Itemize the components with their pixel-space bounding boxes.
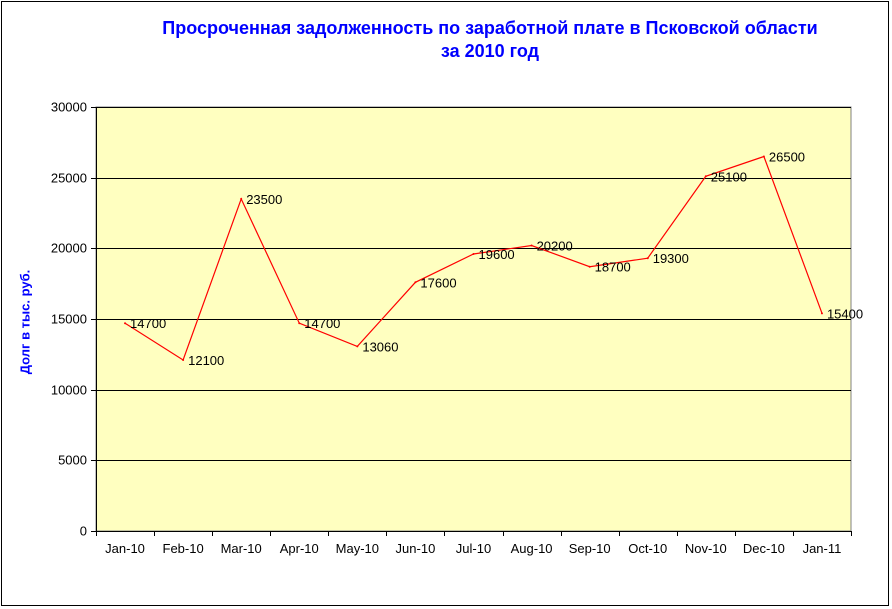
data-point xyxy=(530,244,533,247)
x-tick-label: Nov-10 xyxy=(685,541,727,556)
data-point xyxy=(762,155,765,158)
data-label: 17600 xyxy=(420,275,456,290)
data-point xyxy=(820,312,823,315)
data-point xyxy=(704,175,707,178)
data-point xyxy=(356,345,359,348)
data-label: 13060 xyxy=(362,339,398,354)
x-tick-label: Jun-10 xyxy=(396,541,436,556)
x-tick-label: May-10 xyxy=(336,541,379,556)
chart-title: Просроченная задолженность по заработной… xyxy=(80,17,892,63)
data-label: 19300 xyxy=(653,251,689,266)
x-tick-label: Jan-11 xyxy=(803,541,842,556)
data-point xyxy=(646,257,649,260)
data-label: 15400 xyxy=(827,306,863,321)
data-label: 20200 xyxy=(537,239,573,254)
x-tick-label: Dec-10 xyxy=(743,541,785,556)
x-tick-label: Jul-10 xyxy=(456,541,491,556)
x-tick-label: Mar-10 xyxy=(221,541,262,556)
x-tick-label: Aug-10 xyxy=(511,541,553,556)
data-label: 14700 xyxy=(304,316,340,331)
data-label: 23500 xyxy=(246,192,282,207)
y-tick-label: 25000 xyxy=(51,171,87,186)
x-tick-label: Feb-10 xyxy=(163,541,204,556)
x-tick-label: Sep-10 xyxy=(569,541,611,556)
chart-title-line-1: Просроченная задолженность по заработной… xyxy=(162,18,818,38)
data-label: 14700 xyxy=(130,316,166,331)
chart-title-line-2: за 2010 год xyxy=(440,41,540,61)
data-point xyxy=(124,322,127,325)
data-label: 18700 xyxy=(595,260,631,275)
x-tick-label: Apr-10 xyxy=(280,541,319,556)
y-tick-label: 15000 xyxy=(51,312,87,327)
data-label: 12100 xyxy=(188,353,224,368)
y-tick-label: 30000 xyxy=(51,100,87,115)
y-tick-label: 10000 xyxy=(51,383,87,398)
data-label: 26500 xyxy=(769,149,805,164)
x-tick-label: Jan-10 xyxy=(105,541,145,556)
y-tick-label: 5000 xyxy=(58,453,87,468)
data-point xyxy=(472,252,475,255)
y-tick-label: 0 xyxy=(80,524,87,539)
data-point xyxy=(240,197,243,200)
data-label: 19600 xyxy=(479,247,515,262)
y-tick-label: 20000 xyxy=(51,241,87,256)
data-label: 25100 xyxy=(711,169,747,184)
data-point xyxy=(298,322,301,325)
data-point xyxy=(182,358,185,361)
data-point xyxy=(588,265,591,268)
data-point xyxy=(414,281,417,284)
x-tick-label: Oct-10 xyxy=(628,541,667,556)
